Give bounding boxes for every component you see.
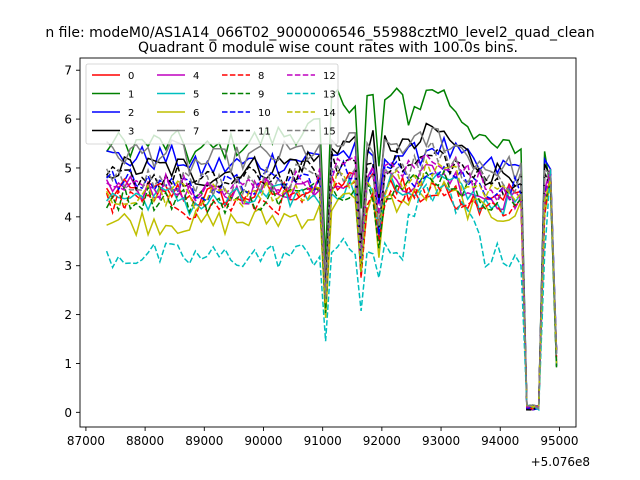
legend-label-4: 4	[193, 71, 199, 82]
legend-label-15: 15	[323, 127, 336, 138]
x-tick-label: 88000	[126, 434, 164, 448]
y-tick-label: 4	[64, 210, 72, 224]
legend-label-0: 0	[128, 71, 134, 82]
y-tick-label: 7	[64, 64, 72, 78]
legend-label-3: 3	[128, 127, 134, 138]
legend-label-8: 8	[258, 71, 264, 82]
legend-label-14: 14	[323, 108, 336, 119]
legend-label-12: 12	[323, 71, 336, 82]
x-tick-label: 89000	[185, 434, 223, 448]
series-lines	[105, 87, 558, 412]
series-line-13	[105, 168, 558, 412]
legend-label-10: 10	[258, 108, 271, 119]
x-tick-label: 90000	[244, 434, 282, 448]
y-tick-label: 1	[64, 357, 72, 371]
legend-box	[85, 63, 339, 145]
chart-suptitle: n file: modeM0/AS1A14_066T02_9000006546_…	[45, 25, 594, 41]
legend-label-13: 13	[323, 90, 336, 101]
y-tick-label: 3	[64, 259, 72, 273]
legend-label-5: 5	[193, 90, 199, 101]
x-tick-label: 92000	[363, 434, 401, 448]
legend-label-11: 11	[258, 127, 271, 138]
x-tick-label: 94000	[481, 434, 519, 448]
series-line-15	[105, 140, 558, 410]
legend-label-9: 9	[258, 90, 264, 101]
legend-label-2: 2	[128, 108, 134, 119]
x-tick-label: 87000	[67, 434, 105, 448]
plot-area: 87000 88000 89000 90000 91000 92000 93000 94000…	[64, 57, 579, 448]
chart-title: Quadrant 0 module wise count rates with …	[138, 40, 518, 56]
y-tick-label: 0	[64, 406, 72, 420]
x-tick-label: 93000	[422, 434, 460, 448]
legend-label-1: 1	[128, 90, 134, 101]
plot-frame	[79, 57, 577, 428]
y-tick-label: 6	[64, 113, 72, 127]
series-line-14	[105, 158, 558, 408]
x-tick-label: 95000	[540, 434, 578, 448]
x-tick-label: 91000	[304, 434, 342, 448]
series-line-6	[106, 177, 558, 410]
x-offset-label: +5.076e8	[531, 455, 590, 469]
legend-label-6: 6	[193, 108, 199, 119]
y-tick-label: 5	[64, 161, 72, 175]
legend-label-7: 7	[193, 127, 199, 138]
y-tick-label: 2	[64, 308, 72, 322]
